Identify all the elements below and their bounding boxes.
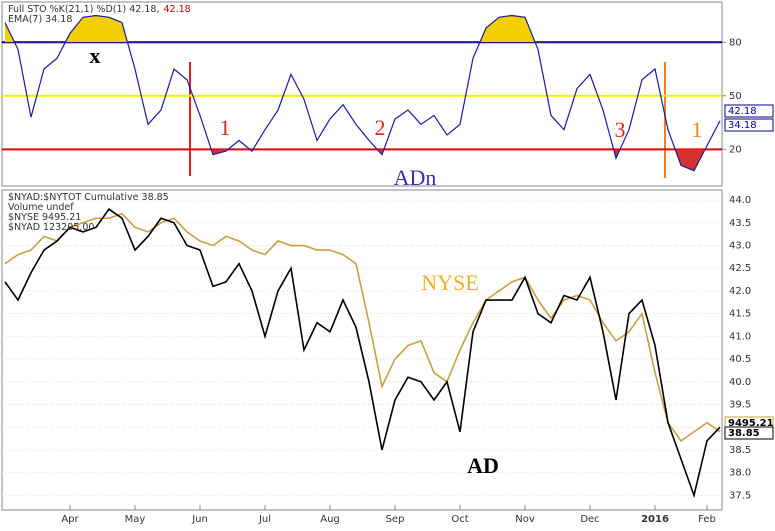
y-tick-label: 43.0 xyxy=(729,241,751,252)
value-box xyxy=(724,426,774,440)
x-tick-label: 2016 xyxy=(641,514,669,525)
y-tick-label: 40.0 xyxy=(729,377,751,388)
value-box xyxy=(724,104,774,118)
y-tick-label: 80 xyxy=(729,37,742,48)
x-tick-label: Jul xyxy=(258,514,271,525)
legend-entry: $NYAD 123205.00 xyxy=(8,222,94,233)
legend-text: $NYAD 123205.00 xyxy=(8,222,94,233)
x-tick-label: Nov xyxy=(515,514,535,525)
legend-entry: EMA(7) 34.18 xyxy=(8,14,72,25)
y-tick-label: 41.5 xyxy=(729,309,751,320)
y-tick-label: 20 xyxy=(729,144,742,155)
legend-entry: Volume undef xyxy=(8,202,74,213)
x-tick-label: Dec xyxy=(580,514,599,525)
y-tick-label: 42.5 xyxy=(729,263,751,274)
y-tick-label: 43.5 xyxy=(729,218,751,229)
value-box-label: 9495.21 xyxy=(728,418,774,429)
x-tick-label: Jun xyxy=(191,514,208,525)
value-box xyxy=(724,118,774,132)
y-tick-label: 41.0 xyxy=(729,331,751,342)
x-tick-label: Feb xyxy=(698,514,716,525)
annotation: ADn xyxy=(394,165,437,190)
series-line xyxy=(4,212,721,442)
x-tick-label: Apr xyxy=(61,514,79,525)
legend-text: $NYAD:$NYTOT Cumulative 38.85 xyxy=(8,192,169,203)
annotation: 2 xyxy=(375,115,386,140)
legend-entry: $NYAD:$NYTOT Cumulative 38.85 xyxy=(8,192,169,203)
x-tick-label: Oct xyxy=(451,514,468,525)
annotation: 1 xyxy=(220,115,231,140)
legend-text: Full STO %K(21,1) %D(1) 42.18, xyxy=(8,4,159,15)
annotation: 1 xyxy=(692,117,703,142)
y-tick-label: 37.5 xyxy=(729,490,751,501)
value-box-label: 42.18 xyxy=(728,106,757,117)
legend-entry: Full STO %K(21,1) %D(1) 42.18, 42.18 xyxy=(8,4,191,15)
top-panel-frame xyxy=(1,1,723,187)
annotation: AD xyxy=(467,453,499,478)
y-tick-label: 40.5 xyxy=(729,354,751,365)
y-tick-label: 50 xyxy=(729,91,742,102)
y-tick-label: 42.0 xyxy=(729,286,751,297)
legend-text: $NYSE 9495.21 xyxy=(8,212,81,223)
legend-highlight: 42.18 xyxy=(163,4,190,15)
legend-entry: $NYSE 9495.21 xyxy=(8,212,81,223)
annotation: x xyxy=(90,43,101,68)
value-box-label: 38.85 xyxy=(728,428,760,439)
y-tick-label: 38.0 xyxy=(729,468,751,479)
series-line xyxy=(4,14,721,172)
series-line xyxy=(4,208,721,499)
y-tick-label: 38.5 xyxy=(729,445,751,456)
bottom-panel-frame xyxy=(1,189,723,511)
overbought-fill xyxy=(5,15,720,43)
x-tick-label: May xyxy=(125,514,146,525)
annotation: NYSE xyxy=(421,270,478,295)
x-tick-label: Aug xyxy=(320,514,340,525)
annotation: 3 xyxy=(615,117,626,142)
y-tick-label: 39.5 xyxy=(729,400,751,411)
value-box-label: 34.18 xyxy=(728,120,757,131)
y-tick-label: 44.0 xyxy=(729,195,751,206)
legend-text: Volume undef xyxy=(8,202,74,213)
x-tick-label: Sep xyxy=(386,514,405,525)
legend-text: EMA(7) 34.18 xyxy=(8,14,72,25)
